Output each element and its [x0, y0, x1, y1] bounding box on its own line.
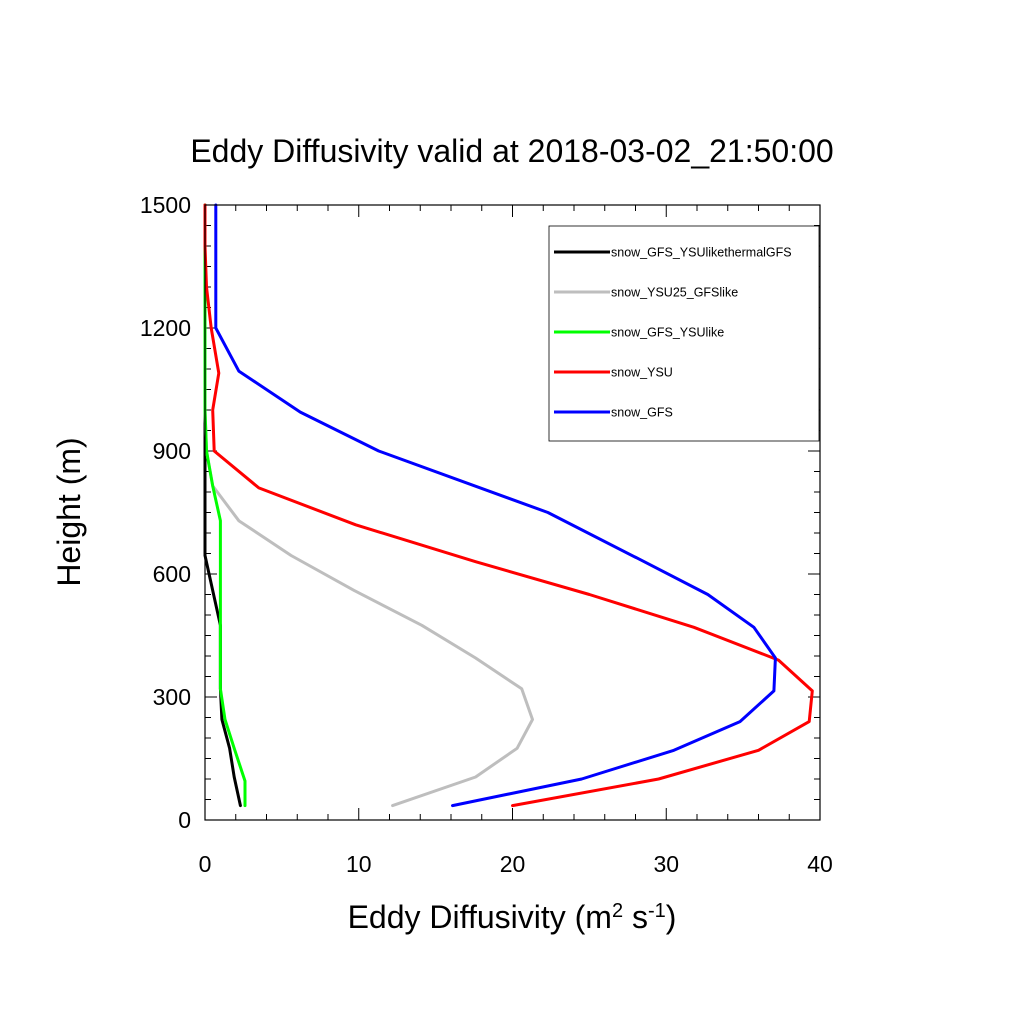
series-line-snow_GFS_YSUlikethermalGFS — [203, 203, 242, 808]
x-axis-title-end: ) — [666, 899, 677, 935]
legend-label-snow_YSU25_GFSlike: snow_YSU25_GFSlike — [611, 286, 738, 300]
x-tick-label: 10 — [346, 851, 372, 877]
series-line-snow_YSU — [203, 203, 814, 808]
legend-label-snow_YSU: snow_YSU — [611, 366, 673, 380]
tick-labels: 0 10 20 30 40 0 300 600 900 1200 1500 — [140, 192, 833, 877]
x-axis-title-sup-2: -1 — [648, 900, 666, 922]
x-axis-title-sup-1: 2 — [612, 900, 623, 922]
x-tick-label: 20 — [500, 851, 526, 877]
x-axis-title-main: Eddy Diffusivity (m — [348, 899, 612, 935]
y-tick-label: 900 — [153, 438, 191, 464]
plot-frame — [204, 204, 821, 821]
series-line-snow_GFS — [214, 203, 777, 808]
y-tick-label: 300 — [153, 684, 191, 710]
series-line-snow_YSU25_GFSlike — [203, 203, 534, 808]
legend-label-snow_GFS_YSUlike: snow_GFS_YSUlike — [611, 326, 724, 340]
y-tick-label: 1500 — [140, 192, 191, 218]
y-axis-title: Height (m) — [51, 437, 87, 586]
y-tick-label: 0 — [178, 807, 191, 833]
chart-title: Eddy Diffusivity valid at 2018-03-02_21:… — [190, 133, 833, 169]
x-axis-title: Eddy Diffusivity (m2 s-1) — [348, 899, 677, 935]
y-tick-label: 600 — [153, 561, 191, 587]
y-tick-label: 1200 — [140, 315, 191, 341]
x-tick-label: 0 — [199, 851, 212, 877]
x-axis-title-mid: s — [623, 899, 648, 935]
legend-label-snow_GFS: snow_GFS — [611, 406, 673, 420]
series-line-snow_GFS_YSUlike — [203, 203, 247, 808]
legend-label-snow_GFS_YSUlikethermalGFS: snow_GFS_YSUlikethermalGFS — [611, 246, 792, 260]
legend: snow_GFS_YSUlikethermalGFS snow_YSU25_GFS… — [548, 225, 820, 442]
x-tick-label: 40 — [807, 851, 833, 877]
x-tick-label: 30 — [653, 851, 679, 877]
